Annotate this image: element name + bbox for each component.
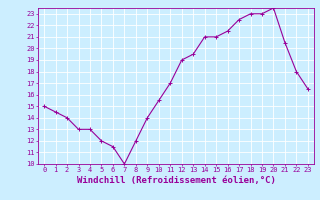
X-axis label: Windchill (Refroidissement éolien,°C): Windchill (Refroidissement éolien,°C) <box>76 176 276 185</box>
